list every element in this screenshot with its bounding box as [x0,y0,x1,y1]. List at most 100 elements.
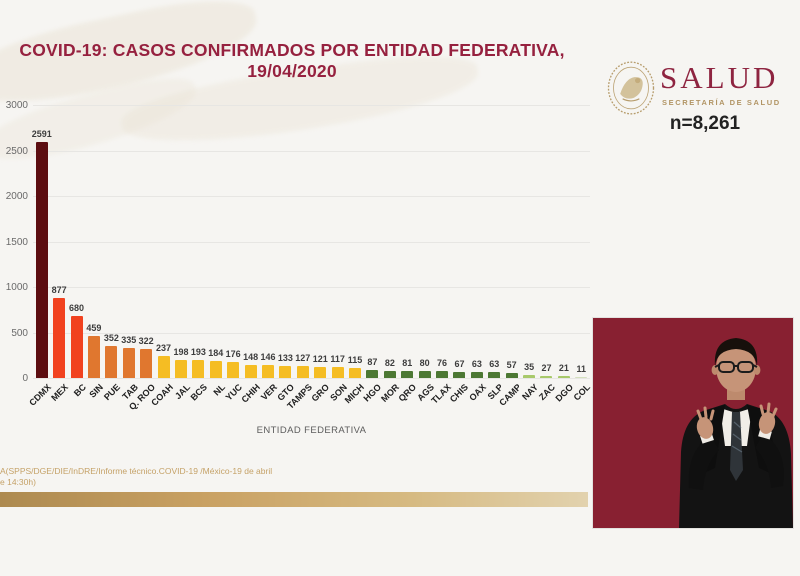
bar-value-label: 11 [576,363,587,374]
bar-value-label: 67 [454,358,465,369]
bar [70,316,83,378]
x-axis-tick-label: COL [571,382,593,403]
bar [418,370,431,378]
bar [157,356,170,378]
bar-value-label: 2591 [31,129,52,140]
bar-value-label: 115 [347,354,363,365]
hand [758,412,776,434]
bar-value-label: 63 [489,359,500,370]
bar-value-label: 81 [402,357,413,368]
x-axis-tick-label: QRO [396,382,419,404]
bar-value-label: 459 [86,323,102,334]
x-axis-tick-label: VER [258,382,280,403]
y-axis-tick-label: 0 [22,373,28,384]
bar-value-label: 80 [419,357,430,368]
bar [575,376,588,378]
hand [696,417,714,439]
bar-value-label: 237 [156,343,172,354]
bar [366,370,379,378]
bar-value-label: 133 [277,352,293,363]
bar-value-label: 121 [312,354,328,364]
bar [122,347,135,378]
total-cases-label: n=8,261 [669,113,741,134]
bar-value-label: 127 [295,353,311,364]
x-axis-tick-label: HGO [361,382,384,404]
x-axis-title: ENTIDAD FEDERATIVA [256,425,367,436]
sign-language-interpreter-video [593,318,793,528]
bar-value-label: 352 [103,332,119,343]
bar-value-label: 63 [471,359,482,370]
bar-value-label: 76 [437,358,448,369]
bar [383,370,396,378]
bar [296,366,309,378]
gridline [33,287,590,288]
bar [87,336,100,378]
bar [140,348,153,378]
bar-value-label: 335 [121,334,137,345]
bar-value-label: 82 [384,357,395,368]
bar [488,372,501,378]
eagle-seal-icon [607,61,655,115]
bar [505,372,518,378]
source-line1: A(SPPS/DGE/DIE/InDRE/Informe técnico.COV… [0,466,273,476]
bar-value-label: 198 [173,346,189,357]
gridline [33,150,590,152]
tie [730,412,743,481]
x-axis-tick-label: NAY [520,382,541,402]
x-axis-tick-label: PUE [102,382,123,403]
gridline [33,378,590,379]
bar [470,372,483,378]
bar [209,361,222,378]
bar-value-label: 680 [69,303,85,314]
bar-value-label: 148 [243,351,259,362]
salud-subtitle: SECRETARÍA DE SALUD [662,98,781,107]
bar [244,364,257,378]
bar [35,142,48,378]
x-axis-tick-label: JAL [172,382,193,402]
hair [714,338,758,366]
bar [436,371,449,378]
salud-wordmark: SALUD [660,60,779,95]
bar [540,375,553,378]
bar-value-label: 27 [541,362,552,373]
bar [227,361,240,378]
x-axis-tick-label: ZAC [537,382,558,403]
y-axis-tick-label: 2500 [5,145,28,157]
bar [349,367,362,378]
chart-title: COVID-19: CASOS CONFIRMADOS POR ENTIDAD … [0,40,594,82]
y-axis-tick-label: 3000 [5,100,28,111]
bar [314,367,327,378]
bar-value-label: 21 [558,363,569,374]
bar-value-label: 35 [524,361,535,372]
bar-value-label: 322 [138,335,154,346]
x-axis-tick-label: MOR [378,382,401,404]
chart-title-line1: COVID-19: CASOS CONFIRMADOS POR ENTIDAD … [19,40,565,60]
bar [279,365,292,378]
x-axis-tick-label: GRO [309,382,332,404]
x-axis-tick-label: DGO [553,382,575,404]
bar [261,364,274,378]
bar [523,374,536,378]
source-line2: e 14:30h) [0,477,36,487]
bar [557,376,570,378]
gridline [33,241,590,243]
bar [453,371,466,378]
bar [105,345,118,378]
bar-value-label: 117 [330,354,345,365]
x-axis-tick-label: OAX [467,382,488,403]
bar-value-label: 193 [190,347,206,358]
source-citation: A(SPPS/DGE/DIE/InDRE/Informe técnico.COV… [0,466,272,488]
x-axis-tick-label: MEX [49,382,71,403]
y-axis-tick-label: 500 [11,327,28,339]
gridline [33,332,590,334]
bar [401,370,414,378]
gridline [33,196,590,197]
x-axis-tick-label: BC [71,382,88,399]
gridline [33,105,590,106]
x-axis-tick-label: CHIS [448,382,471,405]
x-axis-tick-label: CHIH [239,382,262,405]
bar-value-label: 57 [506,359,517,370]
bar-value-label: 146 [260,351,276,362]
bar-value-label: 877 [51,285,67,296]
